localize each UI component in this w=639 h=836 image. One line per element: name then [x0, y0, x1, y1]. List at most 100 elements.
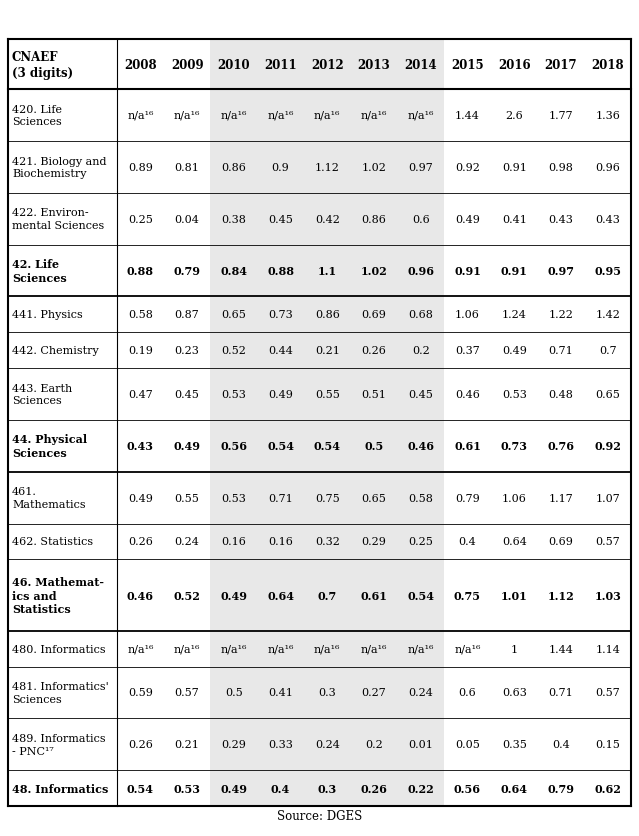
Text: 0.87: 0.87	[174, 310, 199, 320]
Text: 0.64: 0.64	[502, 537, 527, 547]
Text: 0.46: 0.46	[455, 390, 480, 400]
Text: 1.44: 1.44	[455, 111, 480, 121]
Text: 1.77: 1.77	[549, 111, 573, 121]
Text: 0.01: 0.01	[408, 739, 433, 749]
Text: 0.23: 0.23	[174, 345, 199, 355]
Text: 0.3: 0.3	[318, 782, 337, 793]
Text: 0.96: 0.96	[407, 266, 435, 277]
Text: 442. Chemistry: 442. Chemistry	[12, 345, 99, 355]
Text: 489. Informatics
- PNC¹⁷: 489. Informatics - PNC¹⁷	[12, 733, 105, 756]
Text: 0.35: 0.35	[502, 739, 527, 749]
Text: 0.15: 0.15	[595, 739, 620, 749]
Text: 0.61: 0.61	[360, 590, 387, 601]
Text: n/a¹⁶: n/a¹⁶	[174, 644, 201, 654]
Text: 0.64: 0.64	[501, 782, 528, 793]
Text: 2012: 2012	[311, 59, 344, 71]
Text: n/a¹⁶: n/a¹⁶	[408, 111, 434, 121]
Text: 0.49: 0.49	[220, 590, 247, 601]
Text: 42. Life
Sciences: 42. Life Sciences	[12, 259, 66, 283]
Text: 0.33: 0.33	[268, 739, 293, 749]
Text: 0.75: 0.75	[315, 493, 340, 503]
Text: 1.12: 1.12	[548, 590, 574, 601]
Text: 1.22: 1.22	[548, 310, 573, 320]
Text: 0.7: 0.7	[599, 345, 617, 355]
Text: 2009: 2009	[171, 59, 203, 71]
Text: 2010: 2010	[217, 59, 250, 71]
Text: Source: DGES: Source: DGES	[277, 809, 362, 822]
Text: 0.96: 0.96	[595, 163, 620, 172]
Text: 0.91: 0.91	[501, 266, 528, 277]
Text: 0.24: 0.24	[174, 537, 199, 547]
Text: 0.71: 0.71	[548, 688, 573, 697]
Text: 0.88: 0.88	[267, 266, 294, 277]
Text: 1.01: 1.01	[501, 590, 528, 601]
Text: n/a¹⁶: n/a¹⁶	[454, 644, 481, 654]
Text: 0.53: 0.53	[221, 390, 246, 400]
Text: 443. Earth
Sciences: 443. Earth Sciences	[12, 383, 72, 405]
Text: 0.56: 0.56	[454, 782, 481, 793]
Text: 0.71: 0.71	[268, 493, 293, 503]
Text: 0.81: 0.81	[174, 163, 199, 172]
Text: 0.86: 0.86	[315, 310, 340, 320]
Text: 44. Physical
Sciences: 44. Physical Sciences	[12, 434, 87, 458]
Text: 0.2: 0.2	[412, 345, 429, 355]
Text: 0.52: 0.52	[221, 345, 246, 355]
Text: 0.69: 0.69	[548, 537, 573, 547]
Text: 1.44: 1.44	[548, 644, 573, 654]
Text: 0.65: 0.65	[362, 493, 387, 503]
Text: 0.73: 0.73	[501, 441, 528, 451]
Text: 0.25: 0.25	[128, 214, 153, 224]
Text: 2011: 2011	[265, 59, 297, 71]
Text: 0.45: 0.45	[174, 390, 199, 400]
Text: 420. Life
Sciences: 420. Life Sciences	[12, 104, 62, 127]
Text: 0.9: 0.9	[272, 163, 289, 172]
Text: n/a¹⁶: n/a¹⁶	[220, 111, 247, 121]
Text: 0.57: 0.57	[596, 688, 620, 697]
Text: 0.45: 0.45	[268, 214, 293, 224]
Text: 0.79: 0.79	[174, 266, 201, 277]
Text: 1.07: 1.07	[596, 493, 620, 503]
Text: 0.92: 0.92	[594, 441, 621, 451]
Text: 421. Biology and
Biochemistry: 421. Biology and Biochemistry	[12, 156, 107, 179]
Text: n/a¹⁶: n/a¹⁶	[314, 644, 341, 654]
Text: 0.76: 0.76	[548, 441, 574, 451]
Text: 0.43: 0.43	[548, 214, 573, 224]
Text: 0.43: 0.43	[127, 441, 154, 451]
Bar	[258, 40, 304, 806]
Text: 0.71: 0.71	[548, 345, 573, 355]
Text: 0.54: 0.54	[314, 441, 341, 451]
Text: 0.21: 0.21	[174, 739, 199, 749]
Text: 461.
Mathematics: 461. Mathematics	[12, 487, 86, 509]
Text: 0.26: 0.26	[360, 782, 387, 793]
Text: 0.64: 0.64	[267, 590, 294, 601]
Text: 0.5: 0.5	[225, 688, 243, 697]
Text: 0.84: 0.84	[220, 266, 247, 277]
Text: 0.55: 0.55	[315, 390, 340, 400]
Text: 0.49: 0.49	[220, 782, 247, 793]
Text: n/a¹⁶: n/a¹⁶	[361, 644, 387, 654]
Text: n/a¹⁶: n/a¹⁶	[408, 644, 434, 654]
Text: 0.5: 0.5	[364, 441, 383, 451]
Text: 0.41: 0.41	[268, 688, 293, 697]
Text: 0.27: 0.27	[362, 688, 387, 697]
Text: 0.65: 0.65	[221, 310, 246, 320]
Text: 422. Environ-
mental Sciences: 422. Environ- mental Sciences	[12, 208, 104, 231]
Text: 2015: 2015	[451, 59, 484, 71]
Text: 0.4: 0.4	[271, 782, 290, 793]
Text: 2.6: 2.6	[505, 111, 523, 121]
Text: 0.48: 0.48	[548, 390, 573, 400]
Text: 0.46: 0.46	[407, 441, 435, 451]
Text: 0.6: 0.6	[459, 688, 476, 697]
Text: 0.58: 0.58	[128, 310, 153, 320]
Text: 0.6: 0.6	[412, 214, 429, 224]
Bar	[397, 40, 444, 806]
Text: 441. Physics: 441. Physics	[12, 310, 82, 320]
Text: 0.44: 0.44	[268, 345, 293, 355]
Text: 480. Informatics: 480. Informatics	[12, 644, 105, 654]
Text: 0.75: 0.75	[454, 590, 481, 601]
Text: 0.4: 0.4	[552, 739, 570, 749]
Text: n/a¹⁶: n/a¹⁶	[127, 644, 153, 654]
Text: 0.41: 0.41	[502, 214, 527, 224]
Text: 0.54: 0.54	[267, 441, 294, 451]
Text: 0.49: 0.49	[174, 441, 201, 451]
